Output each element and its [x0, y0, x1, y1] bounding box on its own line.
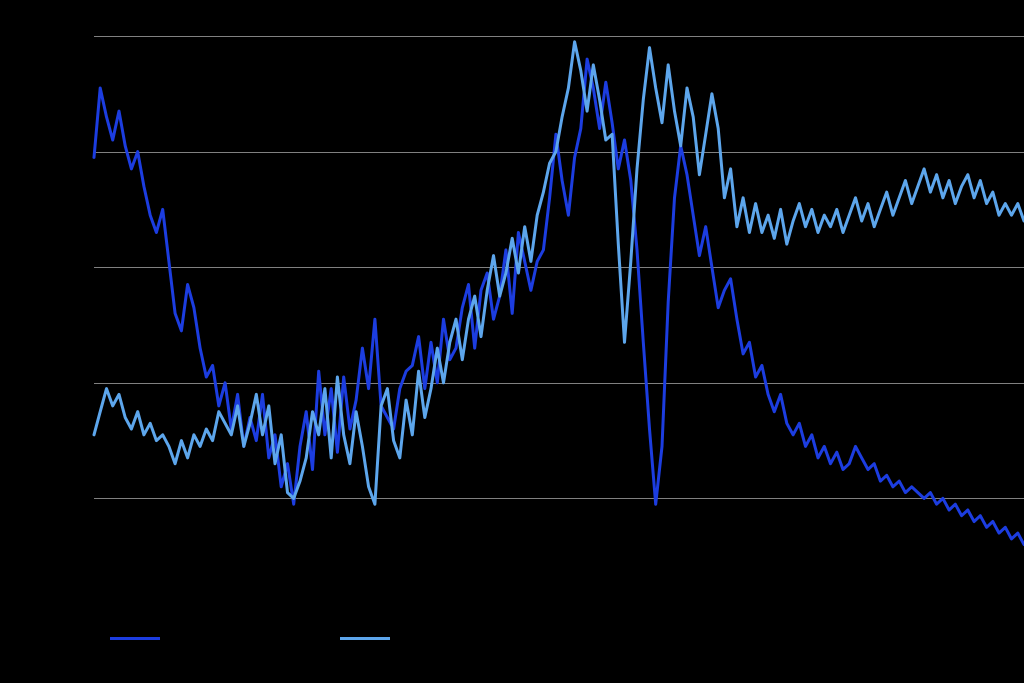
line-series-b	[94, 42, 1024, 504]
legend-swatch-series-a	[110, 637, 160, 640]
chart-legend	[110, 637, 390, 640]
line-chart	[0, 0, 1024, 683]
legend-swatch-series-b	[340, 637, 390, 640]
chart-lines	[0, 0, 1024, 683]
